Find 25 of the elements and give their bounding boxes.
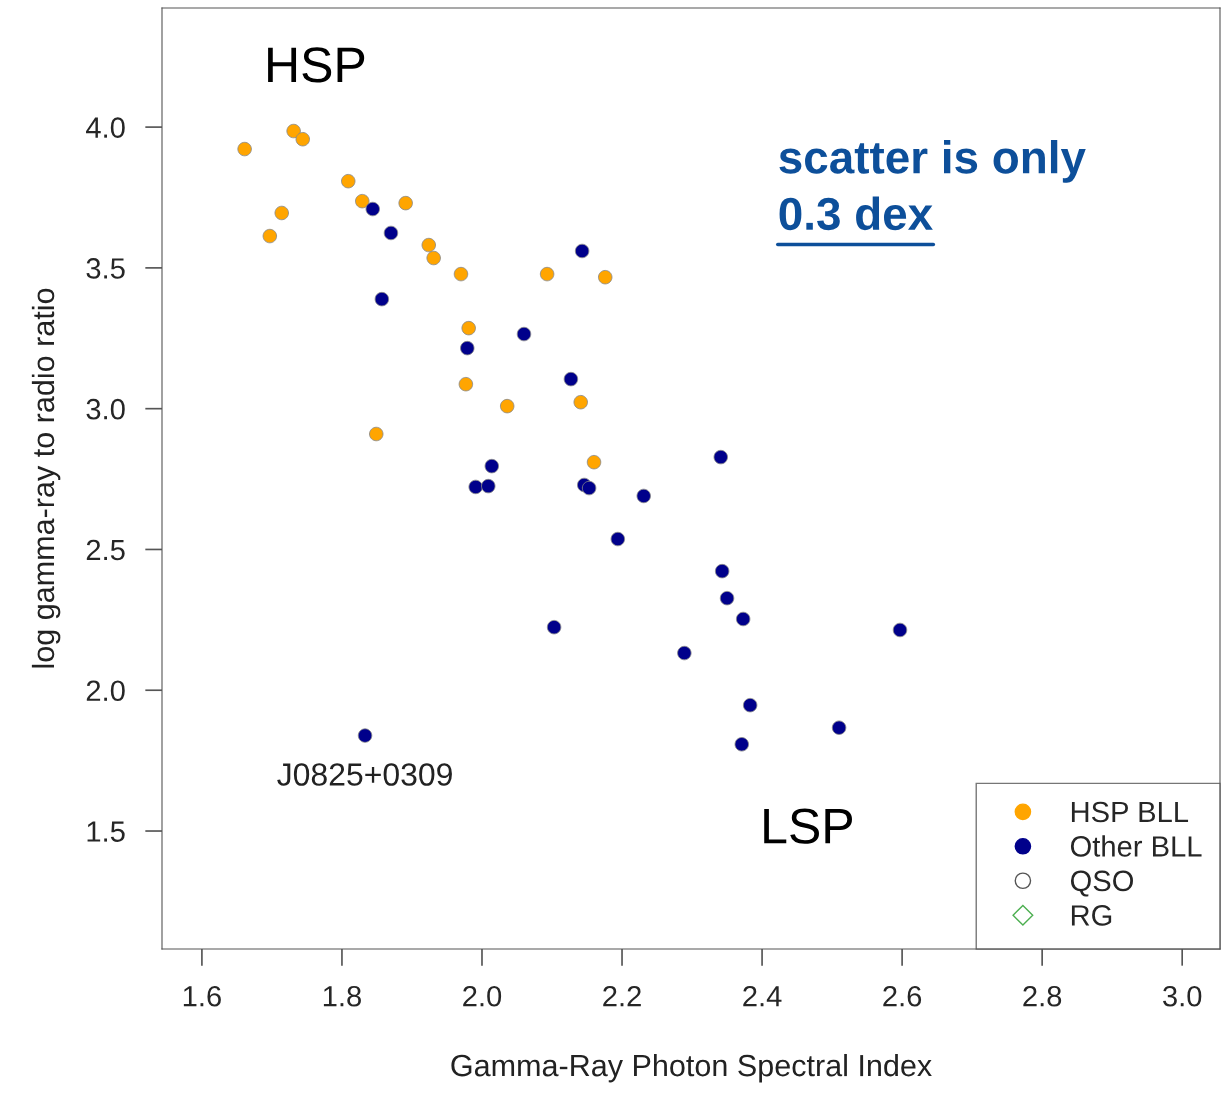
x-axis-title: Gamma-Ray Photon Spectral Index bbox=[451, 1053, 932, 1083]
annotation: J0825+0309 bbox=[277, 763, 452, 786]
x-tick-label: 2.8 bbox=[1023, 985, 1062, 1007]
legend-label: RG bbox=[1071, 905, 1112, 926]
y-tick-label: 4.0 bbox=[86, 117, 125, 138]
legend-label: Other BLL bbox=[1070, 835, 1202, 857]
annotation: scatter is only bbox=[779, 140, 1086, 183]
legend-label: HSP BLL bbox=[1071, 801, 1189, 823]
y-tick-label: 3.0 bbox=[86, 398, 125, 420]
annotation: LSP bbox=[764, 808, 852, 844]
y-tick-label: 2.0 bbox=[86, 680, 125, 702]
x-tick-label: 3.0 bbox=[1163, 985, 1202, 1007]
annotation: HSP bbox=[268, 47, 365, 83]
x-tick-label: 2.4 bbox=[743, 985, 782, 1007]
x-tick-label: 2.6 bbox=[883, 985, 922, 1007]
y-axis-title: log gamma-ray to radio ratio bbox=[31, 288, 61, 668]
annotation: 0.3 dex bbox=[779, 196, 933, 231]
x-tick-label: 1.8 bbox=[323, 985, 361, 1007]
y-tick-label: 2.5 bbox=[86, 539, 125, 561]
legend-label: QSO bbox=[1070, 870, 1133, 897]
x-tick-label: 1.6 bbox=[183, 985, 221, 1007]
y-tick-label: 3.5 bbox=[86, 258, 125, 279]
x-tick-label: 2.0 bbox=[463, 985, 502, 1007]
y-tick-label: 1.5 bbox=[87, 821, 125, 842]
x-tick-label: 2.2 bbox=[603, 985, 641, 1007]
